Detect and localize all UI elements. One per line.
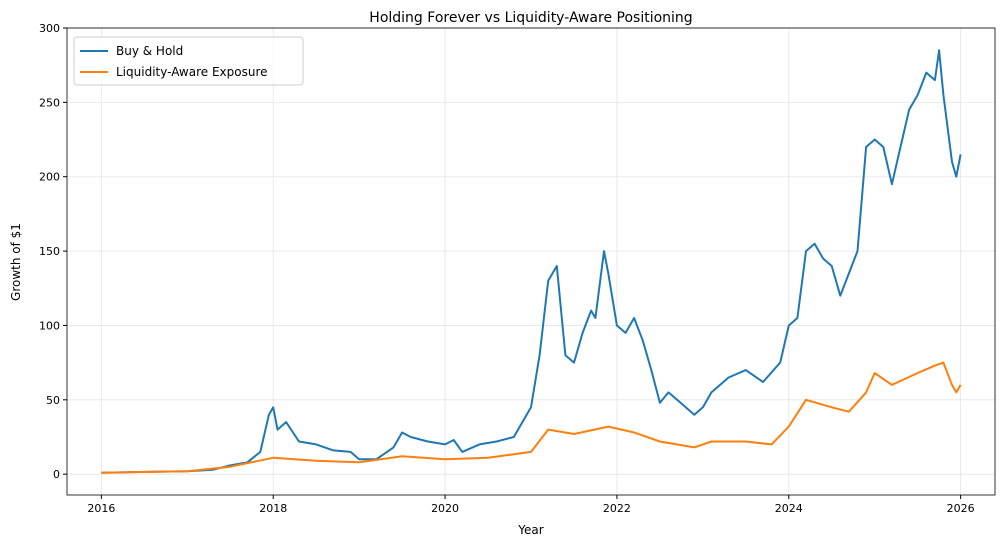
plot-frame (66, 27, 996, 496)
x-tick-label: 2016 (87, 502, 115, 515)
legend-label-liquidity-aware: Liquidity-Aware Exposure (116, 65, 268, 79)
y-axis-label: Growth of $1 (9, 223, 23, 301)
x-axis-label: Year (517, 523, 543, 537)
y-tick-label: 150 (39, 245, 60, 258)
x-tick-label: 2024 (775, 502, 803, 515)
y-tick-label: 250 (39, 96, 60, 109)
series-line-buy-hold (101, 49, 962, 474)
y-tick-label: 100 (39, 319, 60, 332)
ticks: 2016 2018 2020 2022 2024 2026 0 50 100 150 200 250 3… (39, 22, 975, 515)
y-tick-label: 200 (39, 171, 60, 184)
legend: Buy & Hold Liquidity-Aware Exposure (73, 36, 304, 86)
chart-title: Holding Forever vs Liquidity-Aware Posit… (369, 10, 692, 26)
series-line-liquidity-aware (101, 361, 962, 474)
grid (67, 27, 995, 495)
x-tick-label: 2020 (431, 502, 459, 515)
y-tick-label: 50 (46, 394, 60, 407)
y-tick-label: 0 (53, 468, 60, 481)
y-tick-label: 300 (39, 22, 60, 35)
legend-label-buy-hold: Buy & Hold (116, 44, 183, 58)
series-group (101, 49, 962, 474)
x-tick-label: 2026 (947, 502, 975, 515)
x-tick-label: 2022 (603, 502, 631, 515)
x-tick-label: 2018 (259, 502, 287, 515)
legend-box (73, 36, 304, 86)
